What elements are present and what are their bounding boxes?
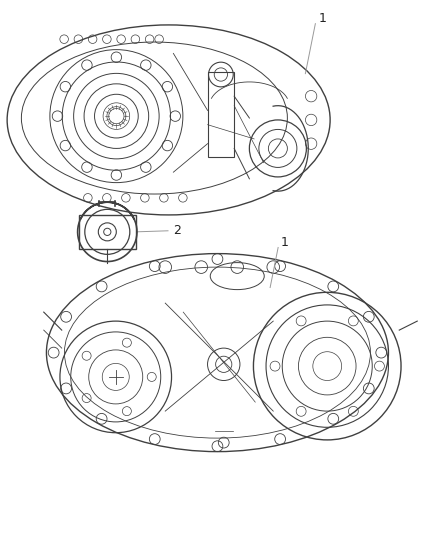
Text: 1: 1 [281, 236, 289, 249]
Bar [79, 215, 136, 249]
Text: 1: 1 [318, 12, 326, 25]
Bar [208, 72, 234, 157]
Text: 2: 2 [173, 224, 181, 237]
